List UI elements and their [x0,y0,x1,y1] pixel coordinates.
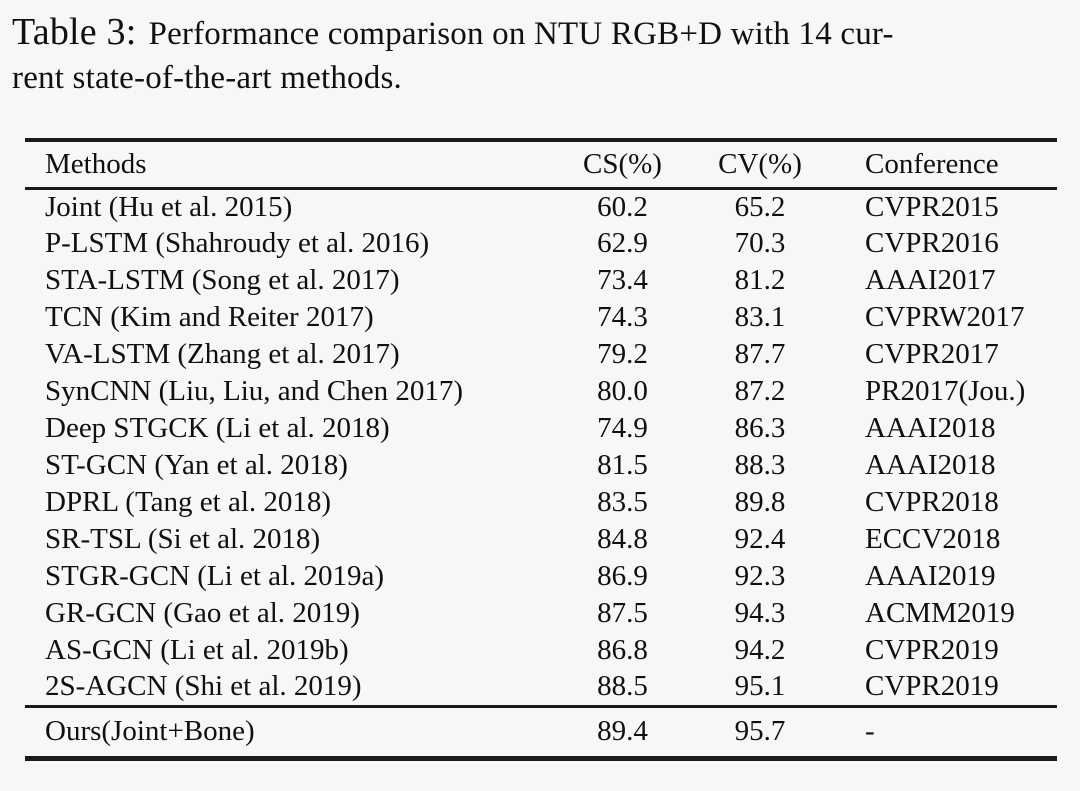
header-row: Methods CS(%) CV(%) Conference [25,140,1057,190]
cs-cell: 80.0 [597,375,648,407]
conference-cell: CVPR2019 [865,670,999,703]
ours-conference-cell: - [825,704,1057,758]
conference-cell: PR2017(Jou.) [865,375,1026,407]
method-cell: VA-LSTM (Zhang et al. 2017) [45,338,400,370]
method-cell: STGR-GCN (Li et al. 2019a) [45,560,385,592]
cv-cell: 88.3 [734,449,786,481]
table-footer: Ours(Joint+Bone) 89.4 95.7 - [25,704,1057,758]
conference-cell: AAAI2018 [865,412,996,444]
cs-cell: 73.4 [597,264,648,296]
cv-cell: 94.3 [734,597,786,629]
conference-cell: AAAI2019 [865,560,996,592]
conference-cell: CVPR2017 [865,338,999,370]
conference-cell: CVPR2019 [865,634,999,666]
table-row: SR-TSL (Si et al. 2018) 84.8 92.4 ECCV2018 [25,521,1057,558]
header-cs: CS(%) [550,140,695,190]
header-cv: CV(%) [695,140,825,190]
caption-label: Table 3: [12,11,137,53]
cv-cell: 65.2 [734,190,786,223]
results-table-container: Methods CS(%) CV(%) Conference Joint (Hu… [25,138,1057,761]
method-cell: Joint (Hu et al. 2015) [45,190,293,223]
cs-cell: 83.5 [597,486,648,518]
cs-cell: 74.3 [597,301,648,333]
caption-text-line1: Performance comparison on NTU RGB+D with… [148,16,894,52]
table-row: VA-LSTM (Zhang et al. 2017) 79.2 87.7 CVPR2… [25,336,1057,373]
method-cell: STA-LSTM (Song et al. 2017) [45,264,400,296]
cs-cell: 74.9 [597,412,648,444]
cv-cell: 92.3 [734,560,786,592]
cs-cell: 86.8 [597,634,648,666]
table-row: Joint (Hu et al. 2015) 60.2 65.2 CVPR2015 [25,188,1057,225]
caption-line-1: Table 3: Performance comparison on NTU RG… [12,10,1068,56]
cs-cell: 79.2 [597,338,648,370]
caption-text-line2: rent state-of-the-art methods. [12,60,402,96]
method-cell: AS-GCN (Li et al. 2019b) [45,634,349,666]
table-row: TCN (Kim and Reiter 2017) 74.3 83.1 CVPRW20… [25,299,1057,336]
method-cell: SR-TSL (Si et al. 2018) [45,523,321,555]
method-cell: Deep STGCK (Li et al. 2018) [45,412,390,444]
method-cell: ST-GCN (Yan et al. 2018) [45,449,348,481]
cv-cell: 95.1 [734,670,786,703]
header-methods: Methods [25,140,550,190]
method-cell: 2S-AGCN (Shi et al. 2019) [45,670,362,703]
method-cell: DPRL (Tang et al. 2018) [45,486,332,518]
table-row: P-LSTM (Shahroudy et al. 2016) 62.9 70.3 CV… [25,225,1057,262]
method-cell: SynCNN (Liu, Liu, and Chen 2017) [45,375,464,407]
cv-cell: 87.2 [734,375,786,407]
ours-method-cell: Ours(Joint+Bone) [25,704,550,758]
cv-cell: 81.2 [734,264,786,296]
conference-cell: CVPR2015 [865,190,999,223]
conference-cell: ACMM2019 [865,597,1015,629]
cs-cell: 81.5 [597,449,648,481]
method-cell: P-LSTM (Shahroudy et al. 2016) [45,227,430,259]
table-row: SynCNN (Liu, Liu, and Chen 2017) 80.0 87.2… [25,373,1057,410]
cs-cell: 60.2 [597,190,648,223]
conference-cell: CVPR2018 [865,486,999,518]
ours-cs-cell: 89.4 [550,704,695,758]
cs-cell: 84.8 [597,523,648,555]
results-table: Methods CS(%) CV(%) Conference Joint (Hu… [25,138,1057,761]
table-row: STGR-GCN (Li et al. 2019a) 86.9 92.3 AAAI20… [25,558,1057,595]
cs-cell: 87.5 [597,597,648,629]
ours-row: Ours(Joint+Bone) 89.4 95.7 - [25,704,1057,758]
cv-cell: 83.1 [734,301,786,333]
conference-cell: ECCV2018 [865,523,1001,555]
table-header: Methods CS(%) CV(%) Conference [25,140,1057,190]
table-row: DPRL (Tang et al. 2018) 83.5 89.8 CVPR2018 [25,484,1057,521]
conference-cell: AAAI2017 [865,264,996,296]
table-row: AS-GCN (Li et al. 2019b) 86.8 94.2 CVPR2019 [25,632,1057,669]
cv-cell: 70.3 [734,227,786,259]
method-cell: GR-GCN (Gao et al. 2019) [45,597,360,629]
cs-cell: 62.9 [597,227,648,259]
table-row: Deep STGCK (Li et al. 2018) 74.9 86.3 AAAI2… [25,410,1057,447]
table-caption: Table 3: Performance comparison on NTU RG… [12,10,1068,100]
cv-cell: 87.7 [734,338,786,370]
conference-cell: CVPRW2017 [865,301,1025,333]
cv-cell: 89.8 [734,486,786,518]
ours-cv-cell: 95.7 [695,704,825,758]
table-row: ST-GCN (Yan et al. 2018) 81.5 88.3 AAAI2018 [25,447,1057,484]
conference-cell: AAAI2018 [865,449,996,481]
cs-cell: 86.9 [597,560,648,592]
table-row: STA-LSTM (Song et al. 2017) 73.4 81.2 AAAI2… [25,262,1057,299]
conference-cell: CVPR2016 [865,227,999,259]
table-row: 2S-AGCN (Shi et al. 2019) 88.5 95.1 CVPR201… [25,669,1057,706]
cv-cell: 86.3 [734,412,786,444]
method-cell: TCN (Kim and Reiter 2017) [45,301,374,333]
cv-cell: 92.4 [734,523,786,555]
cs-cell: 88.5 [597,670,648,703]
cv-cell: 94.2 [734,634,786,666]
table-body: Joint (Hu et al. 2015) 60.2 65.2 CVPR2015 P-… [25,188,1057,706]
table-row: GR-GCN (Gao et al. 2019) 87.5 94.3 ACMM2019 [25,595,1057,632]
header-conference: Conference [825,140,1057,190]
